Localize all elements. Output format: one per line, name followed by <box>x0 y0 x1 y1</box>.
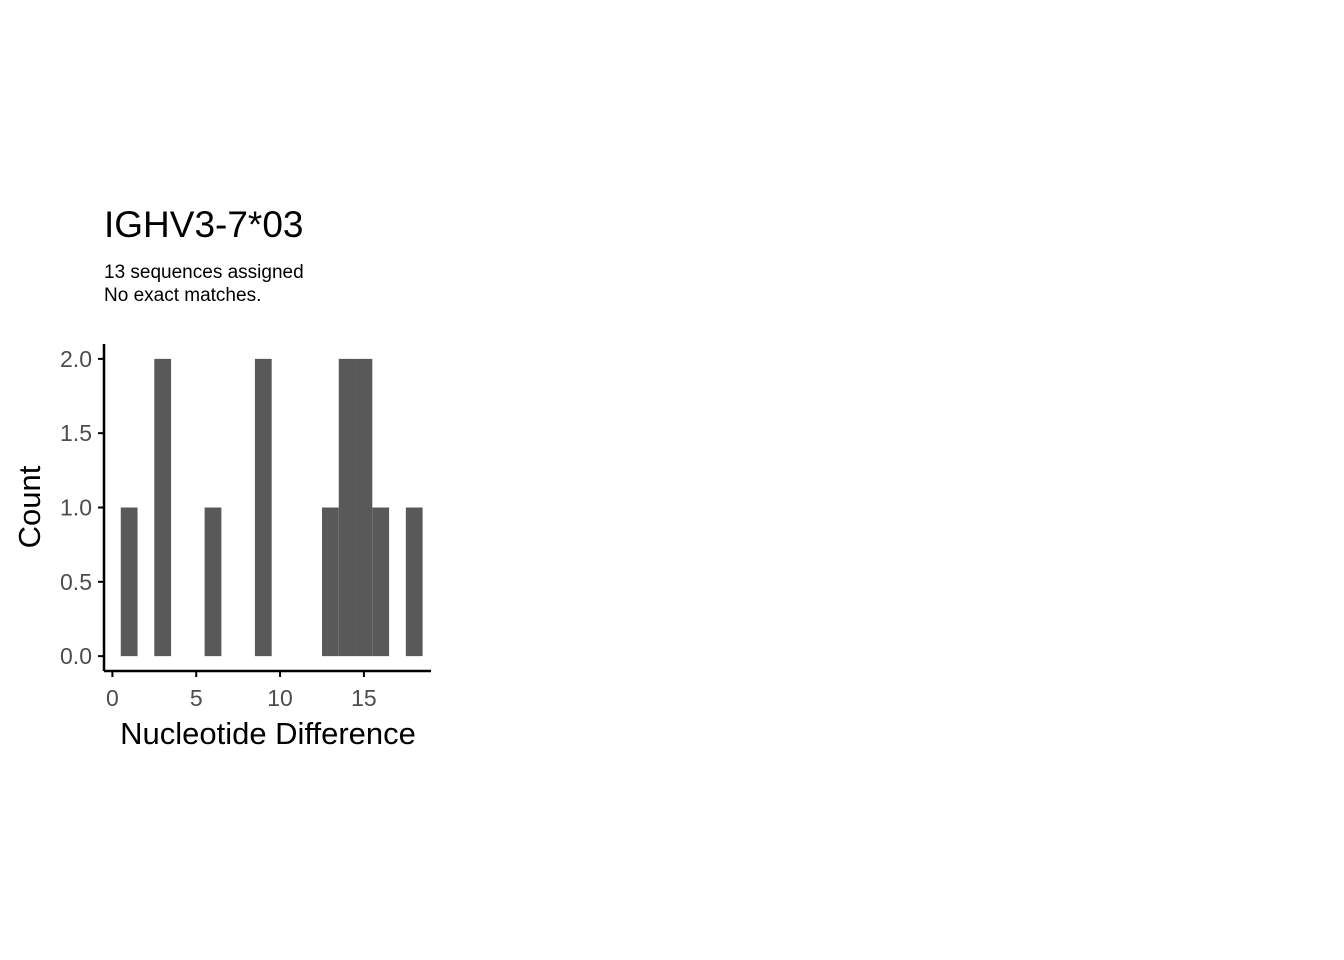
histogram-bar <box>405 507 423 657</box>
chart-title: IGHV3-7*03 <box>104 204 304 245</box>
y-tick-label: 2.0 <box>60 346 92 372</box>
histogram-bar <box>120 507 138 657</box>
x-tick-label: 15 <box>351 685 377 711</box>
chart-subtitle-line-2: No exact matches. <box>104 285 261 306</box>
y-tick-label: 1.5 <box>60 420 92 446</box>
y-tick-label: 0.0 <box>60 643 92 669</box>
histogram-bar <box>355 358 373 657</box>
y-tick-label: 1.0 <box>60 495 92 521</box>
x-tick-label: 0 <box>106 685 119 711</box>
histogram-bar <box>372 507 390 657</box>
y-axis-title: Count <box>12 465 47 548</box>
histogram-bar <box>204 507 222 657</box>
x-axis: 0 5 10 15 <box>104 669 431 711</box>
histogram-bar <box>322 507 339 657</box>
x-tick-label: 5 <box>190 685 203 711</box>
y-axis: 0.0 0.5 1.0 1.5 2.0 <box>60 344 106 671</box>
histogram-bar <box>154 358 172 657</box>
y-tick-label: 0.5 <box>60 569 92 595</box>
x-tick-label: 10 <box>267 685 293 711</box>
chart-subtitle-line-1: 13 sequences assigned <box>104 262 304 283</box>
histogram-bar <box>338 358 356 657</box>
bars-group <box>120 358 423 657</box>
histogram-bar <box>254 358 272 657</box>
x-axis-title: Nucleotide Difference <box>120 716 416 751</box>
